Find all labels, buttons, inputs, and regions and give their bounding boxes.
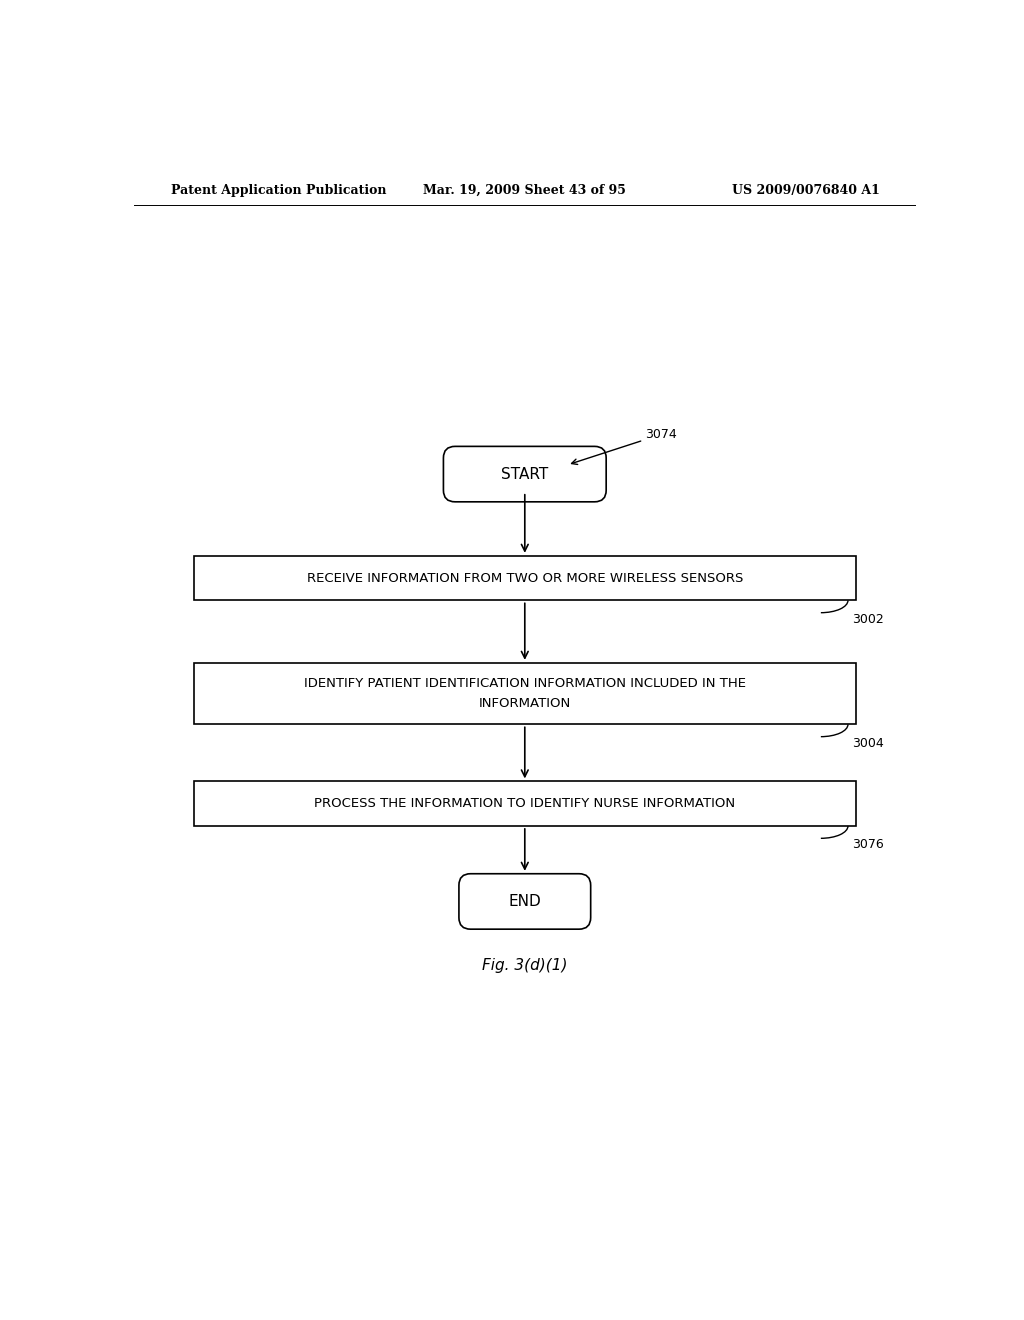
Text: 3076: 3076 [852, 838, 884, 851]
Text: INFORMATION: INFORMATION [478, 697, 571, 710]
FancyBboxPatch shape [194, 556, 856, 601]
Text: Mar. 19, 2009 Sheet 43 of 95: Mar. 19, 2009 Sheet 43 of 95 [423, 185, 627, 197]
Text: Fig. 3(d)(1): Fig. 3(d)(1) [482, 958, 567, 973]
Text: END: END [509, 894, 541, 909]
FancyBboxPatch shape [194, 781, 856, 826]
FancyBboxPatch shape [459, 874, 591, 929]
Text: 3074: 3074 [645, 428, 677, 441]
Text: START: START [501, 466, 549, 482]
FancyBboxPatch shape [443, 446, 606, 502]
Text: Patent Application Publication: Patent Application Publication [171, 185, 386, 197]
Text: PROCESS THE INFORMATION TO IDENTIFY NURSE INFORMATION: PROCESS THE INFORMATION TO IDENTIFY NURS… [314, 797, 735, 810]
Text: IDENTIFY PATIENT IDENTIFICATION INFORMATION INCLUDED IN THE: IDENTIFY PATIENT IDENTIFICATION INFORMAT… [304, 677, 745, 690]
Text: US 2009/0076840 A1: US 2009/0076840 A1 [732, 185, 880, 197]
Text: 3002: 3002 [852, 612, 884, 626]
Text: 3004: 3004 [852, 737, 884, 750]
FancyBboxPatch shape [194, 663, 856, 725]
Text: RECEIVE INFORMATION FROM TWO OR MORE WIRELESS SENSORS: RECEIVE INFORMATION FROM TWO OR MORE WIR… [306, 572, 743, 585]
